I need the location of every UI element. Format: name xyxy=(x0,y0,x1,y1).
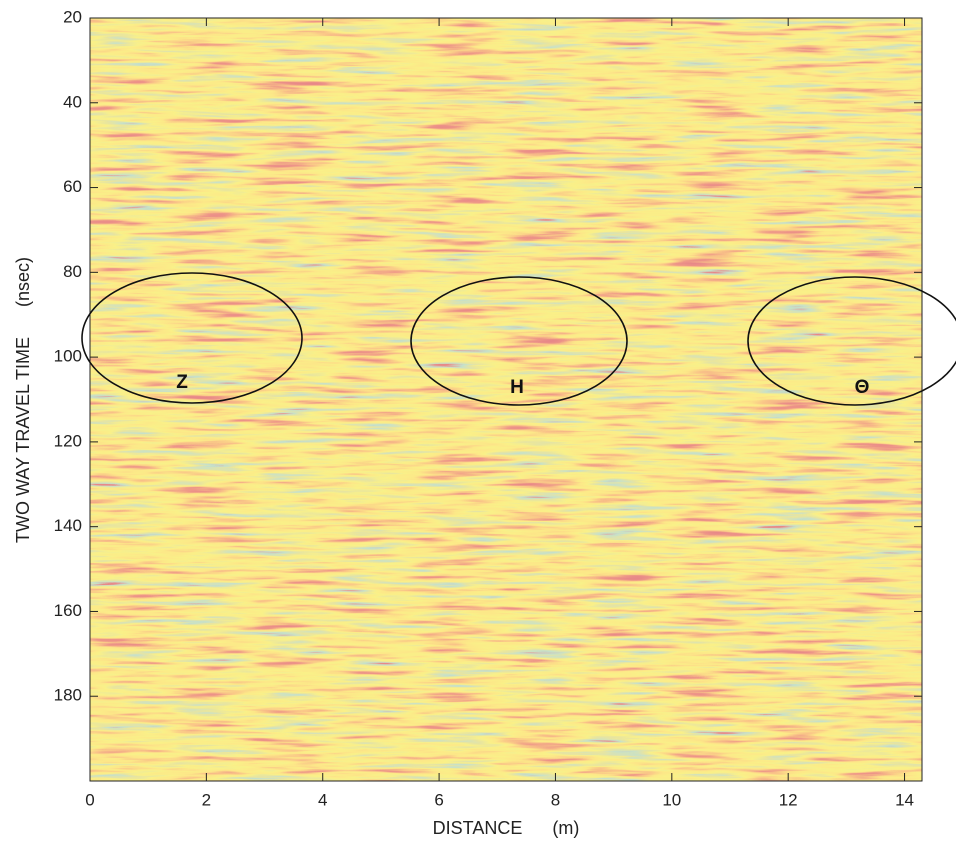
annotation-ellipse xyxy=(81,272,303,404)
x-tick-label: 2 xyxy=(202,790,211,809)
x-tick-label: 8 xyxy=(551,790,560,809)
annotation-label: Θ xyxy=(855,377,870,398)
y-tick-label: 60 xyxy=(63,177,82,196)
y-tick-label: 180 xyxy=(54,686,82,705)
annotation-label: Z xyxy=(176,372,188,393)
x-tick-label: 6 xyxy=(434,790,443,809)
annotation-label: H xyxy=(510,377,524,398)
y-tick-label: 160 xyxy=(54,601,82,620)
radar-image xyxy=(90,18,922,781)
x-tick-label: 4 xyxy=(318,790,327,809)
y-axis-label: TWO WAY TRAVEL TIME (nsec) xyxy=(13,257,33,543)
x-tick-label: 10 xyxy=(662,790,681,809)
annotation-ellipse xyxy=(747,276,956,406)
y-tick-label: 100 xyxy=(54,347,82,366)
x-tick-label: 12 xyxy=(779,790,798,809)
y-tick-label: 80 xyxy=(63,262,82,281)
x-axis-label: DISTANCE (m) xyxy=(433,818,580,838)
y-tick-label: 20 xyxy=(63,7,82,26)
plot-frame xyxy=(89,17,923,782)
annotation-ellipse xyxy=(410,276,628,406)
x-tick-label: 14 xyxy=(895,790,914,809)
x-tick-label: 0 xyxy=(85,790,94,809)
y-tick-label: 140 xyxy=(54,516,82,535)
y-tick-label: 40 xyxy=(63,92,82,111)
y-tick-label: 120 xyxy=(54,431,82,450)
